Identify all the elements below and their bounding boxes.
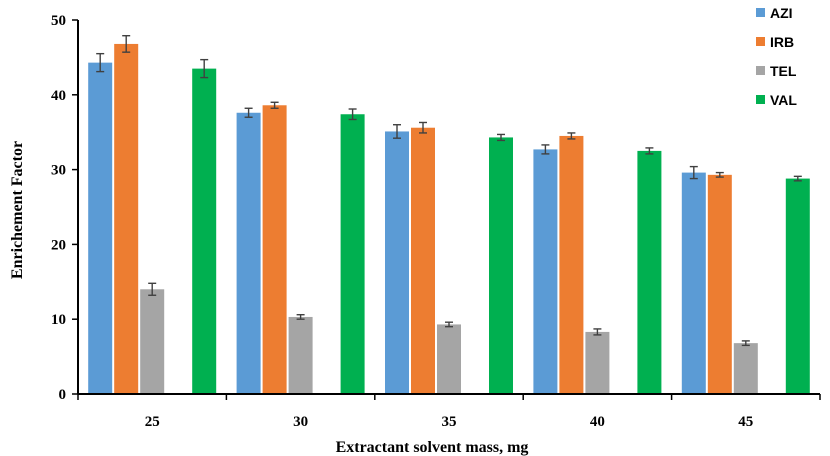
bar-irb: [411, 127, 435, 394]
legend-label-azi: AZI: [770, 5, 793, 21]
bar-azi: [533, 149, 558, 394]
x-axis-title: Extractant solvent mass, mg: [336, 439, 529, 456]
bar-tel: [288, 316, 313, 394]
legend-swatch-tel: [756, 66, 765, 75]
bar-val: [340, 114, 365, 395]
bar-val: [785, 178, 810, 394]
legend-label-irb: IRB: [770, 34, 794, 50]
y-axis-title: Enrichement Factor: [9, 141, 26, 279]
bar-tel: [437, 324, 461, 394]
legend-label-tel: TEL: [770, 63, 797, 79]
bar-azi: [88, 62, 113, 395]
y-tick-label: 40: [51, 88, 66, 104]
legend-swatch-irb: [756, 37, 765, 46]
x-tick-label: 25: [145, 414, 160, 430]
bar-tel: [733, 343, 758, 394]
y-axis-ticks: 0 10 20 30 40 50: [51, 13, 78, 403]
x-tick-label: 45: [738, 414, 753, 430]
bar-val: [489, 137, 513, 394]
x-axis-ticks: 25 30 35 40 45: [77, 394, 821, 430]
legend-swatch-azi: [756, 8, 765, 17]
axes: [77, 20, 820, 395]
bar-val: [192, 68, 217, 395]
bar-val: [637, 150, 662, 394]
bar-irb: [559, 135, 584, 394]
x-tick-label: 40: [590, 414, 605, 430]
bars-group: [88, 35, 810, 395]
x-tick-label: 30: [293, 414, 308, 430]
bar-irb: [262, 105, 287, 394]
y-tick-label: 30: [51, 163, 66, 179]
y-tick-label: 20: [51, 237, 66, 253]
y-tick-label: 50: [51, 13, 66, 29]
bar-irb: [707, 174, 732, 394]
legend-swatch-val: [756, 95, 765, 104]
y-tick-label: 0: [59, 387, 67, 403]
legend: AZI IRB TEL VAL: [756, 5, 797, 108]
bar-tel: [140, 289, 165, 394]
y-tick-label: 10: [51, 312, 66, 328]
bar-azi: [236, 112, 261, 394]
bar-azi: [681, 172, 706, 394]
bar-tel: [585, 331, 610, 394]
legend-label-val: VAL: [770, 92, 797, 108]
bar-irb: [114, 43, 139, 394]
bar-azi: [385, 131, 409, 394]
x-tick-label: 35: [442, 414, 457, 430]
